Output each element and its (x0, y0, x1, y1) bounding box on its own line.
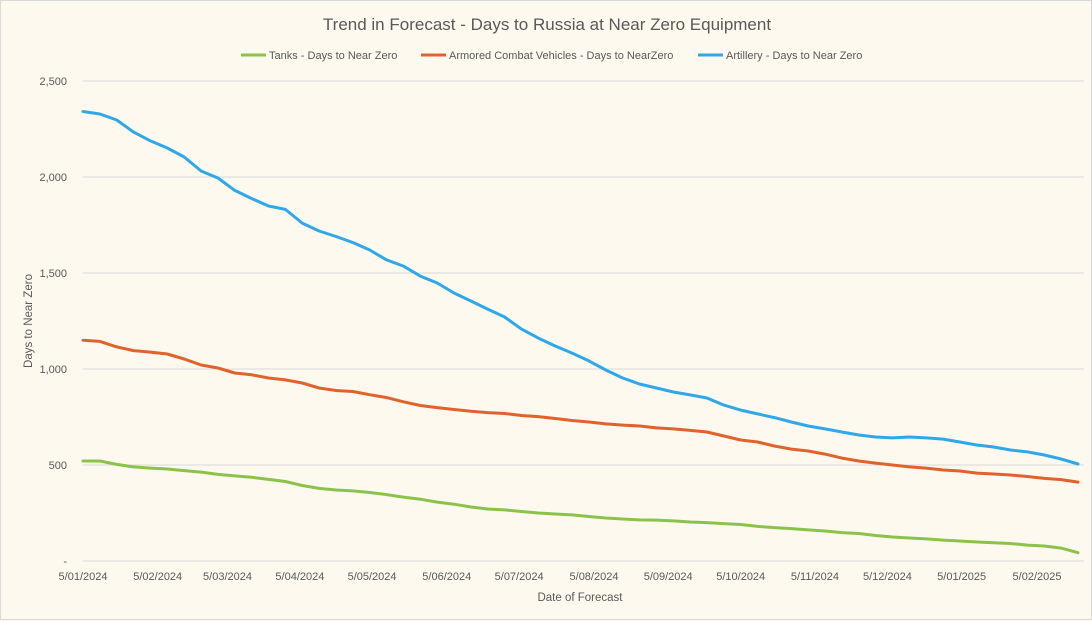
x-tick-label: 5/03/2024 (203, 571, 252, 583)
legend-label: Armored Combat Vehicles - Days to NearZe… (449, 50, 673, 62)
x-axis-title: Date of Forecast (537, 592, 623, 604)
x-tick-label: 5/04/2024 (275, 571, 324, 583)
y-tick-label: - (63, 556, 67, 568)
y-tick-label: 2,500 (39, 76, 67, 88)
series-line-artillery (81, 110, 1080, 466)
x-tick-label: 5/02/2024 (133, 571, 182, 583)
series-lines (81, 110, 1080, 555)
y-tick-label: 2,000 (39, 172, 67, 184)
legend-item-armored-combat-vehicles[interactable]: Armored Combat Vehicles - Days to NearZe… (421, 50, 673, 62)
x-tick-label: 5/12/2024 (863, 571, 912, 583)
legend-item-tanks[interactable]: Tanks - Days to Near Zero (241, 50, 397, 62)
legend-label: Artillery - Days to Near Zero (726, 50, 862, 62)
y-tick-label: 1,500 (39, 268, 67, 280)
x-tick-label: 5/06/2024 (422, 571, 471, 583)
gridlines (83, 80, 1084, 562)
x-tick-label: 5/05/2024 (348, 571, 397, 583)
y-axis-title: Days to Near Zero (23, 274, 35, 368)
x-tick-label: 5/01/2025 (937, 571, 986, 583)
legend-label: Tanks - Days to Near Zero (269, 50, 397, 62)
y-axis-ticks: - 500 1,000 1,500 2,000 2,500 (39, 76, 67, 568)
x-tick-label: 5/11/2024 (791, 571, 839, 583)
x-tick-label: 5/09/2024 (644, 571, 693, 583)
series-line-tanks (81, 459, 1080, 555)
x-tick-label: 5/02/2025 (1013, 571, 1062, 583)
y-tick-label: 1,000 (39, 364, 67, 376)
series-line-armored-combat-vehicles (81, 338, 1080, 484)
chart-title: Trend in Forecast - Days to Russia at Ne… (323, 15, 771, 34)
x-axis-ticks: 5/01/2024 5/02/2024 5/03/2024 5/04/2024 5/05… (59, 571, 1062, 583)
x-tick-label: 5/08/2024 (570, 571, 619, 583)
x-tick-label: 5/10/2024 (716, 571, 765, 583)
y-tick-label: 500 (49, 460, 67, 472)
legend: Tanks - Days to Near Zero Armored Combat … (241, 50, 862, 62)
legend-item-artillery[interactable]: Artillery - Days to Near Zero (698, 50, 862, 62)
x-tick-label: 5/01/2024 (59, 571, 108, 583)
x-tick-label: 5/07/2024 (495, 571, 544, 583)
